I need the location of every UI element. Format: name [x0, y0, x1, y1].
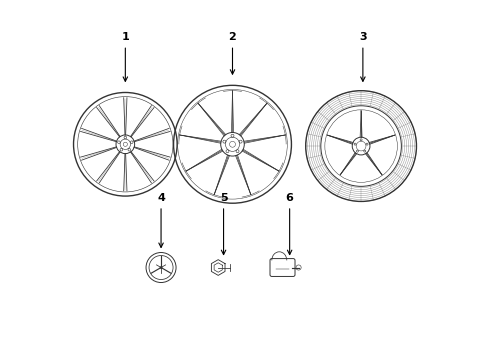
Text: 3: 3	[359, 32, 367, 81]
Text: 6: 6	[286, 193, 294, 255]
Text: 1: 1	[122, 32, 129, 81]
Text: 4: 4	[157, 193, 165, 247]
Circle shape	[321, 106, 401, 186]
Text: 2: 2	[229, 32, 236, 74]
Text: 5: 5	[220, 193, 227, 255]
